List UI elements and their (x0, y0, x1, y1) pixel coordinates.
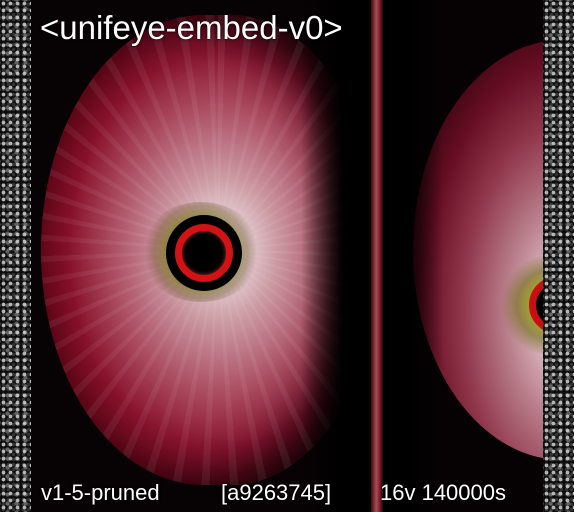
eye-panel-main (31, 0, 371, 512)
right-texture-border (543, 0, 574, 512)
training-steps-label: 16v 140000s (380, 480, 506, 505)
eye-pupil-center (187, 236, 221, 270)
embed-title: <unifeye-embed-v0> (40, 9, 343, 46)
divider-stripe (371, 0, 383, 512)
model-name-label: v1-5-pruned (41, 480, 160, 505)
left-texture-border (0, 0, 31, 512)
eye-panel-secondary (383, 0, 543, 512)
model-hash-label: [a9263745] (221, 480, 332, 505)
eye-red-ring (175, 224, 233, 282)
